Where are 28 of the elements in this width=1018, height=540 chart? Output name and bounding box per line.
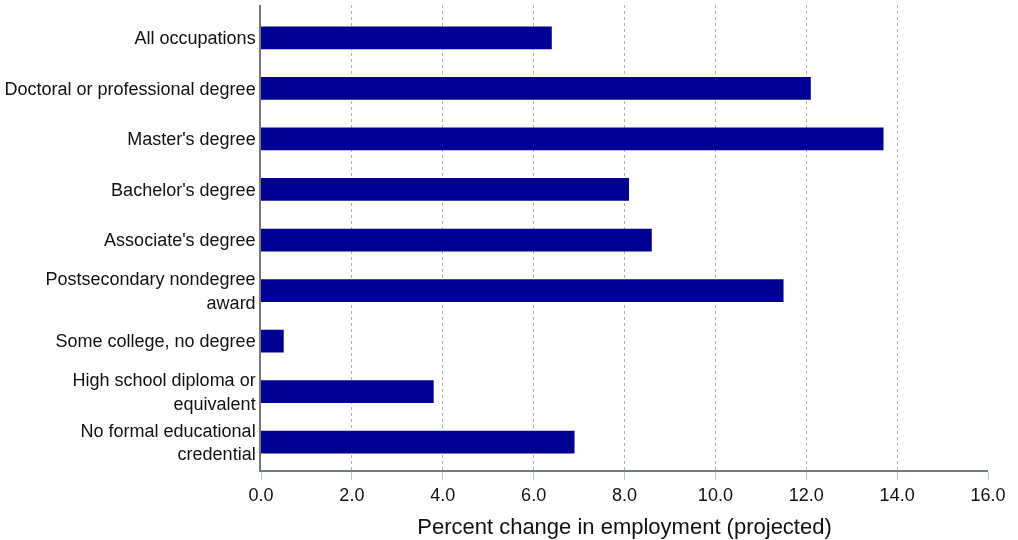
bar (261, 26, 552, 50)
x-tick-label: 14.0 (879, 485, 915, 506)
x-tick-label: 12.0 (788, 485, 824, 506)
x-tick-label: 4.0 (430, 485, 456, 506)
y-tick-label: Some college, no degree (55, 331, 256, 352)
y-tick-label: High school diploma or equivalent (72, 370, 256, 414)
y-tick-label: Bachelor's degree (111, 179, 256, 200)
y-tick-label: Master's degree (127, 129, 256, 150)
x-tick-label: 10.0 (697, 485, 733, 506)
bar (261, 127, 884, 151)
bar (261, 430, 575, 454)
bar (261, 380, 434, 404)
x-axis-title: Percent change in employment (projected) (417, 513, 832, 539)
y-tick-label: Associate's degree (104, 230, 256, 251)
y-tick-label: Doctoral or professional degree (4, 78, 256, 99)
bar (261, 329, 284, 353)
bar (261, 228, 652, 252)
bar (261, 279, 784, 302)
bar (261, 77, 811, 100)
x-tick-label: 6.0 (521, 485, 547, 506)
x-tick-label: 16.0 (970, 485, 1006, 506)
x-tick-label: 0.0 (248, 485, 274, 506)
x-tick-label: 8.0 (611, 485, 638, 506)
y-tick-label: No formal educational credential (80, 420, 256, 465)
y-tick-label: Postsecondary nondegree award (45, 269, 256, 313)
bar (261, 178, 630, 201)
x-tick-label: 2.0 (339, 485, 365, 506)
y-tick-label: All occupations (134, 28, 256, 49)
